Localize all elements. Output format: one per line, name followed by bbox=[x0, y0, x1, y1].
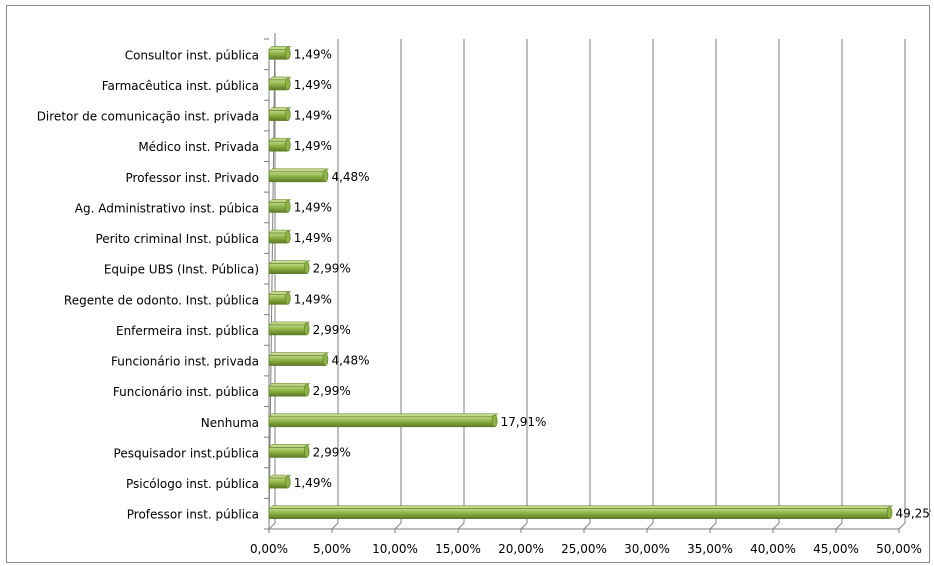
bar-top bbox=[268, 505, 894, 509]
category-label: Equipe UBS (Inst. Pública) bbox=[104, 263, 259, 277]
chart-frame: 0,00% 5,00% 10,00% 15,00% 20,00% 25,00% 30,00%… bbox=[6, 5, 931, 563]
gridline-foot bbox=[772, 522, 780, 530]
category-label: Professor inst. pública bbox=[127, 508, 259, 522]
bar bbox=[268, 79, 289, 91]
bar-top bbox=[268, 260, 311, 264]
bar bbox=[268, 447, 307, 458]
data-label: 1,49% bbox=[294, 47, 332, 61]
category-label: Farmacêutica inst. pública bbox=[102, 79, 259, 93]
bar-top bbox=[268, 444, 311, 448]
bar-end-cap bbox=[491, 414, 498, 428]
category-label: Consultor inst. pública bbox=[125, 48, 259, 62]
data-label: 2,99% bbox=[313, 445, 351, 459]
data-label: 1,49% bbox=[294, 78, 332, 92]
x-tick-label: 20,00% bbox=[498, 542, 544, 556]
bar bbox=[268, 171, 326, 183]
data-label: 1,49% bbox=[294, 139, 332, 153]
category-label: Ag. Administrativo inst. púbica bbox=[75, 201, 259, 215]
data-label: 1,49% bbox=[294, 200, 332, 214]
bar bbox=[268, 355, 326, 366]
data-label: 2,99% bbox=[313, 323, 351, 337]
gridline-foot bbox=[898, 522, 906, 530]
x-tick-label: 0,00% bbox=[250, 542, 288, 556]
category-label: Perito criminal Inst. pública bbox=[95, 232, 259, 246]
bar-end-cap bbox=[322, 353, 329, 366]
bar bbox=[268, 140, 289, 152]
bar bbox=[268, 385, 307, 397]
data-label: 2,99% bbox=[313, 262, 351, 276]
gridline-foot bbox=[835, 522, 843, 530]
gridline-foot bbox=[268, 522, 276, 530]
bar-top bbox=[268, 168, 330, 173]
data-label: 17,91% bbox=[501, 415, 547, 429]
gridline-foot bbox=[457, 522, 465, 530]
bar-end-cap bbox=[284, 47, 291, 60]
category-label: Diretor de comunicação inst. privada bbox=[37, 110, 259, 124]
bar-top bbox=[268, 321, 311, 326]
bar bbox=[268, 202, 289, 213]
x-tick-label: 30,00% bbox=[624, 542, 670, 556]
bar-end-cap bbox=[886, 506, 893, 519]
bar-end-cap bbox=[284, 292, 291, 305]
bar-chart: 0,00% 5,00% 10,00% 15,00% 20,00% 25,00% 30,00%… bbox=[37, 32, 931, 556]
bar-end-cap bbox=[303, 383, 310, 397]
bar bbox=[268, 324, 307, 336]
data-label: 1,49% bbox=[294, 109, 332, 123]
bar bbox=[268, 110, 289, 121]
x-tick-label: 25,00% bbox=[561, 542, 607, 556]
bar-end-cap bbox=[284, 108, 291, 121]
data-label: 1,49% bbox=[294, 231, 332, 245]
gridline-foot bbox=[520, 522, 528, 530]
bar-end-cap bbox=[284, 138, 291, 152]
bar-end-cap bbox=[284, 230, 291, 244]
x-tick-label: 5,00% bbox=[313, 542, 351, 556]
gridline-foot bbox=[583, 522, 591, 530]
x-tick-label: 50,00% bbox=[876, 542, 922, 556]
bar bbox=[268, 416, 495, 428]
category-label: Nenhuma bbox=[201, 416, 259, 430]
gridline-foot bbox=[709, 522, 717, 530]
bar bbox=[268, 508, 890, 519]
data-label: 4,48% bbox=[331, 170, 369, 184]
x-tick-label: 10,00% bbox=[372, 542, 418, 556]
bar bbox=[268, 477, 289, 489]
gridline-foot bbox=[646, 522, 654, 530]
bar-end-cap bbox=[322, 169, 329, 183]
category-label: Regente de odonto. Inst. pública bbox=[64, 293, 259, 307]
data-label: 49,25% bbox=[896, 507, 931, 521]
x-tick-label: 40,00% bbox=[750, 542, 796, 556]
x-tick-label: 15,00% bbox=[435, 542, 481, 556]
bar-end-cap bbox=[284, 475, 291, 489]
data-label: 1,49% bbox=[294, 476, 332, 490]
category-label: Médico inst. Privada bbox=[138, 140, 259, 154]
category-label: Funcionário inst. pública bbox=[113, 385, 259, 399]
category-label: Enfermeira inst. pública bbox=[116, 324, 259, 338]
gridline-foot bbox=[331, 522, 339, 530]
bar-top bbox=[268, 413, 499, 418]
bar bbox=[268, 294, 289, 305]
bar bbox=[268, 263, 307, 274]
category-label: Funcionário inst. privada bbox=[111, 355, 259, 369]
bar-end-cap bbox=[303, 445, 310, 458]
x-tick-label: 45,00% bbox=[813, 542, 859, 556]
bar-end-cap bbox=[284, 77, 291, 91]
category-label: Professor inst. Privado bbox=[126, 171, 259, 185]
bar-top bbox=[268, 352, 330, 356]
bar-end-cap bbox=[284, 200, 291, 213]
data-label: 4,48% bbox=[331, 354, 369, 368]
data-label: 2,99% bbox=[313, 384, 351, 398]
bar bbox=[268, 232, 289, 244]
bar-end-cap bbox=[303, 322, 310, 336]
x-tick-label: 35,00% bbox=[687, 542, 733, 556]
bar bbox=[268, 49, 289, 60]
gridline-foot bbox=[394, 522, 402, 530]
data-label: 1,49% bbox=[294, 292, 332, 306]
bar-end-cap bbox=[303, 261, 310, 274]
bar-top bbox=[268, 382, 311, 387]
category-label: Psicólogo inst. pública bbox=[126, 477, 259, 491]
category-label: Pesquisador inst.pública bbox=[114, 446, 259, 460]
